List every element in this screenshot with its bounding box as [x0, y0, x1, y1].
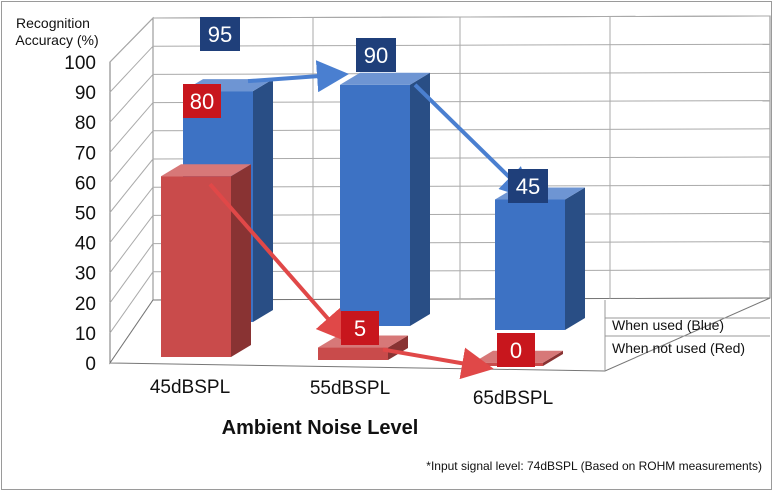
y-axis-title-line1: Recognition: [16, 15, 90, 31]
y-tick-label: 50: [75, 204, 96, 225]
trend-arrow: [208, 182, 349, 343]
trend-arrow: [247, 60, 349, 93]
data-label: 80: [190, 89, 214, 114]
x-axis-title: Ambient Noise Level: [222, 417, 419, 439]
gridline: [109, 186, 154, 243]
data-label: 95: [208, 22, 232, 47]
gridline: [109, 243, 154, 304]
x-tick-label: 55dBSPL: [310, 378, 390, 399]
gridline: [152, 71, 771, 75]
trend-arrows: [208, 60, 533, 380]
y-tick-label: 60: [75, 173, 96, 194]
legend: When used (Blue) When not used (Red): [604, 300, 770, 371]
y-tick-label: 70: [75, 143, 96, 164]
y-tick-label: 10: [75, 324, 96, 345]
data-label: 45: [516, 174, 540, 199]
y-tick-label: 20: [75, 294, 96, 315]
bar-red-45dBSPL-top: [161, 164, 251, 177]
bar-red-55dBSPL: [318, 347, 388, 360]
y-tick-label: 90: [75, 83, 96, 104]
gridline: [152, 43, 771, 47]
gridline: [109, 271, 154, 334]
x-axis: Ambient Noise Level 45dBSPL 55dBSPL 65dBSP…: [150, 377, 553, 439]
legend-blue: When used (Blue): [612, 317, 724, 333]
gridline: [109, 74, 154, 123]
bar-blue-55dBSPL-top: [340, 72, 430, 85]
bar-red-55dBSPL-side: [388, 335, 408, 360]
data-label-box: [508, 169, 548, 203]
gridline: [109, 102, 154, 153]
data-label: 5: [354, 316, 366, 341]
footnote: *Input signal level: 74dBSPL (Based on R…: [426, 459, 762, 473]
gridline: [109, 215, 154, 274]
trend-arrow: [382, 347, 494, 380]
trend-arrow: [413, 83, 533, 200]
y-tick-label: 0: [85, 354, 96, 375]
data-label-box: [341, 311, 379, 345]
gridline: [109, 17, 154, 63]
bar-red-65dBSPL-side: [543, 350, 563, 366]
gridline: [109, 158, 154, 213]
data-label: 0: [510, 338, 522, 363]
bar-blue-55dBSPL: [340, 84, 410, 326]
bar-blue-55dBSPL-side: [410, 72, 430, 326]
data-label-box: [497, 333, 535, 367]
y-tick-label: 30: [75, 264, 96, 285]
bar-blue-45dBSPL-side: [253, 79, 273, 323]
bar-red-45dBSPL-side: [231, 164, 251, 357]
y-tick-label: 80: [75, 113, 96, 134]
x-tick-label: 45dBSPL: [150, 377, 230, 398]
bar-blue-65dBSPL: [495, 199, 565, 330]
data-label-box: [356, 38, 396, 72]
gridline: [109, 130, 154, 183]
y-tick-label: 100: [64, 53, 96, 74]
legend-red: When not used (Red): [612, 340, 745, 356]
data-label-box: [183, 84, 221, 118]
bar-red-45dBSPL: [161, 176, 231, 357]
y-axis: Recognition Accuracy (%) 0 10 20 30 40 50 60 70…: [15, 15, 98, 375]
gridline: [152, 15, 771, 19]
x-tick-label: 65dBSPL: [473, 388, 553, 409]
y-axis-title-line2: Accuracy (%): [15, 32, 98, 48]
bar-blue-65dBSPL-side: [565, 187, 585, 330]
data-label-box: [200, 17, 240, 51]
data-labels: 95 90 45 80 5 0: [183, 17, 548, 367]
data-label: 90: [364, 43, 388, 68]
y-tick-label: 40: [75, 234, 96, 255]
gridline: [109, 45, 154, 93]
